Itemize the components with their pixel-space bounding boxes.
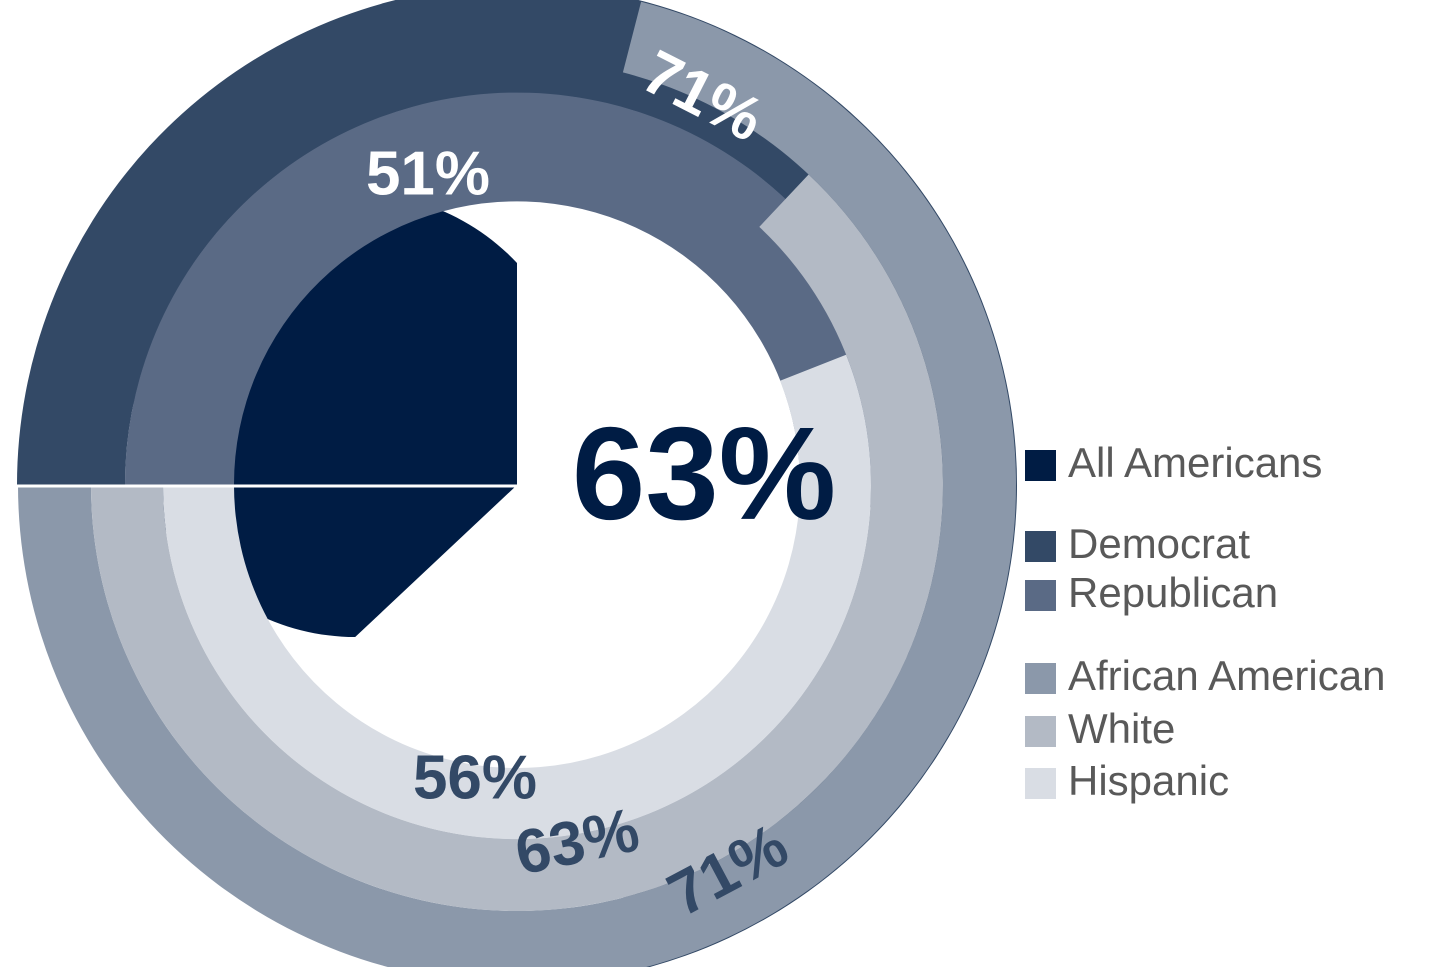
legend-swatch-white: [1025, 716, 1056, 747]
chart-arcs: [10, 0, 1017, 967]
arc-hispanic: [162, 354, 872, 840]
legend-label-white: White: [1068, 705, 1175, 752]
legend-label-democrat: Democrat: [1068, 520, 1250, 567]
legend-swatch-republican: [1025, 580, 1056, 611]
legend-label-african-american: African American: [1068, 652, 1385, 699]
legend-swatch-african-american: [1025, 663, 1056, 694]
value-label-hispanic: 56%: [413, 743, 537, 812]
legend-swatch-all-americans: [1025, 450, 1056, 481]
legend-swatch-democrat: [1025, 531, 1056, 562]
legend-swatch-hispanic: [1025, 768, 1056, 799]
legend-label-hispanic: Hispanic: [1068, 757, 1229, 804]
center-value-label: 63%: [572, 400, 836, 547]
legend-label-republican: Republican: [1068, 569, 1278, 616]
arc-white: [91, 174, 943, 912]
value-label-republican: 51%: [366, 139, 490, 208]
legend-label-all-americans: All Americans: [1068, 439, 1322, 486]
arc-republican: [124, 92, 909, 510]
